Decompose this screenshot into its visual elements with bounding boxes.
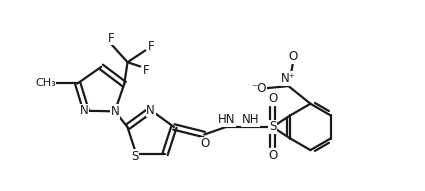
Text: O: O	[288, 50, 298, 63]
Text: NH: NH	[242, 113, 259, 126]
Text: F: F	[143, 64, 150, 77]
Text: ⁻O: ⁻O	[251, 82, 267, 95]
Text: O: O	[268, 149, 277, 162]
Text: S: S	[269, 121, 276, 134]
Text: HN: HN	[218, 113, 235, 126]
Text: N: N	[110, 105, 119, 118]
Text: F: F	[108, 32, 115, 45]
Text: O: O	[201, 137, 210, 150]
Text: S: S	[131, 150, 139, 163]
Text: N⁺: N⁺	[281, 72, 296, 85]
Text: N: N	[146, 104, 155, 117]
Text: N: N	[79, 104, 88, 117]
Text: CH₃: CH₃	[35, 78, 56, 88]
Text: F: F	[148, 40, 155, 53]
Text: O: O	[268, 92, 277, 105]
